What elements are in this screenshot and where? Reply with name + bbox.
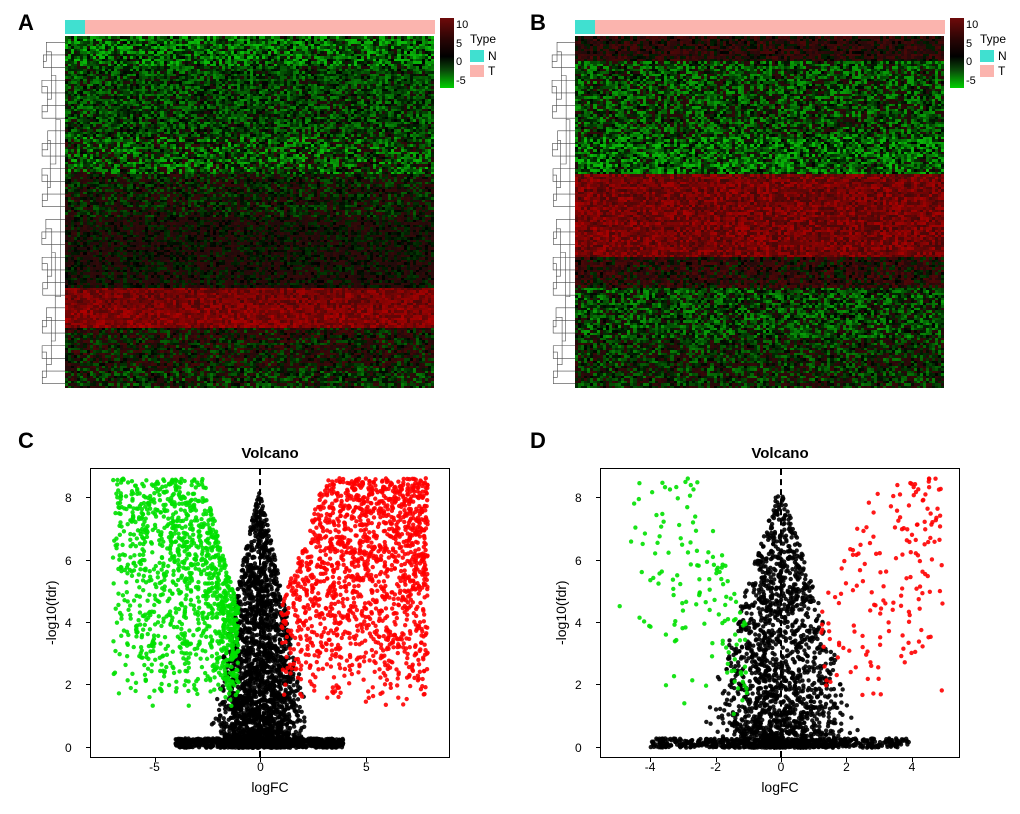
volcano-d: Volcano -log10(fdr) logFC -4-202402468 — [600, 445, 960, 758]
panel-label-d: D — [530, 428, 546, 454]
panel-label-b: B — [530, 10, 546, 36]
volcano-d-vline — [780, 469, 782, 757]
volcano-c-points — [91, 469, 449, 757]
volcano-d-title: Volcano — [600, 445, 960, 462]
ytick: 0 — [65, 741, 72, 755]
heatmap-a-body — [65, 36, 435, 390]
heatmap-b-type-legend: Type N T — [980, 32, 1007, 79]
xtick: 0 — [257, 760, 264, 774]
xtick: 4 — [909, 760, 916, 774]
heatmap-b-dendrogram — [545, 36, 575, 390]
heatmap-b-colorbar: -50510 — [950, 18, 964, 88]
ytick: 6 — [575, 554, 582, 568]
heatmap-b — [545, 20, 945, 390]
type-legend-title: Type — [980, 32, 1007, 46]
ytick: 2 — [65, 678, 72, 692]
xtick: 0 — [778, 760, 785, 774]
type-legend-title: Type — [470, 32, 497, 46]
colorbar-tick: 5 — [966, 38, 972, 50]
heatmap-a-colorbar: -50510 — [440, 18, 454, 88]
colorbar-tick: 0 — [456, 56, 462, 68]
xtick: -4 — [645, 760, 656, 774]
ytick: 6 — [65, 554, 72, 568]
volcano-c-vline — [259, 469, 261, 757]
xtick: 5 — [363, 760, 370, 774]
xtick: -5 — [149, 760, 160, 774]
ytick: 4 — [65, 616, 72, 630]
colorbar-tick: 10 — [966, 19, 978, 31]
volcano-d-ylabel: -log10(fdr) — [553, 469, 569, 757]
heatmap-a-dendrogram — [35, 36, 65, 390]
colorbar-tick: 0 — [966, 56, 972, 68]
ytick: 2 — [575, 678, 582, 692]
xtick: -2 — [710, 760, 721, 774]
ytick: 8 — [65, 491, 72, 505]
ytick: 4 — [575, 616, 582, 630]
heatmap-b-body — [575, 36, 945, 390]
type-level-t: T — [488, 64, 495, 78]
heatmap-a-type-bar — [65, 20, 435, 34]
colorbar-tick: 5 — [456, 38, 462, 50]
volcano-c-frame: -log10(fdr) logFC -50502468 — [90, 468, 450, 758]
volcano-c-ylabel: -log10(fdr) — [43, 469, 59, 757]
colorbar-tick: -5 — [966, 75, 976, 87]
type-level-n: N — [488, 49, 497, 63]
volcano-c-title: Volcano — [90, 445, 450, 462]
volcano-c-xlabel: logFC — [91, 779, 449, 795]
volcano-c: Volcano -log10(fdr) logFC -50502468 — [90, 445, 450, 758]
colorbar-tick: 10 — [456, 19, 468, 31]
type-level-t: T — [998, 64, 1005, 78]
panel-label-a: A — [18, 10, 34, 36]
xtick: 2 — [843, 760, 850, 774]
volcano-d-frame: -log10(fdr) logFC -4-202402468 — [600, 468, 960, 758]
type-level-n: N — [998, 49, 1007, 63]
colorbar-tick: -5 — [456, 75, 466, 87]
volcano-d-xlabel: logFC — [601, 779, 959, 795]
figure-root: A B C D -50510 Type N T -50510 Type N T — [0, 0, 1020, 814]
panel-label-c: C — [18, 428, 34, 454]
heatmap-b-type-bar — [575, 20, 945, 34]
ytick: 0 — [575, 741, 582, 755]
heatmap-a-type-legend: Type N T — [470, 32, 497, 79]
ytick: 8 — [575, 491, 582, 505]
heatmap-a — [35, 20, 435, 390]
